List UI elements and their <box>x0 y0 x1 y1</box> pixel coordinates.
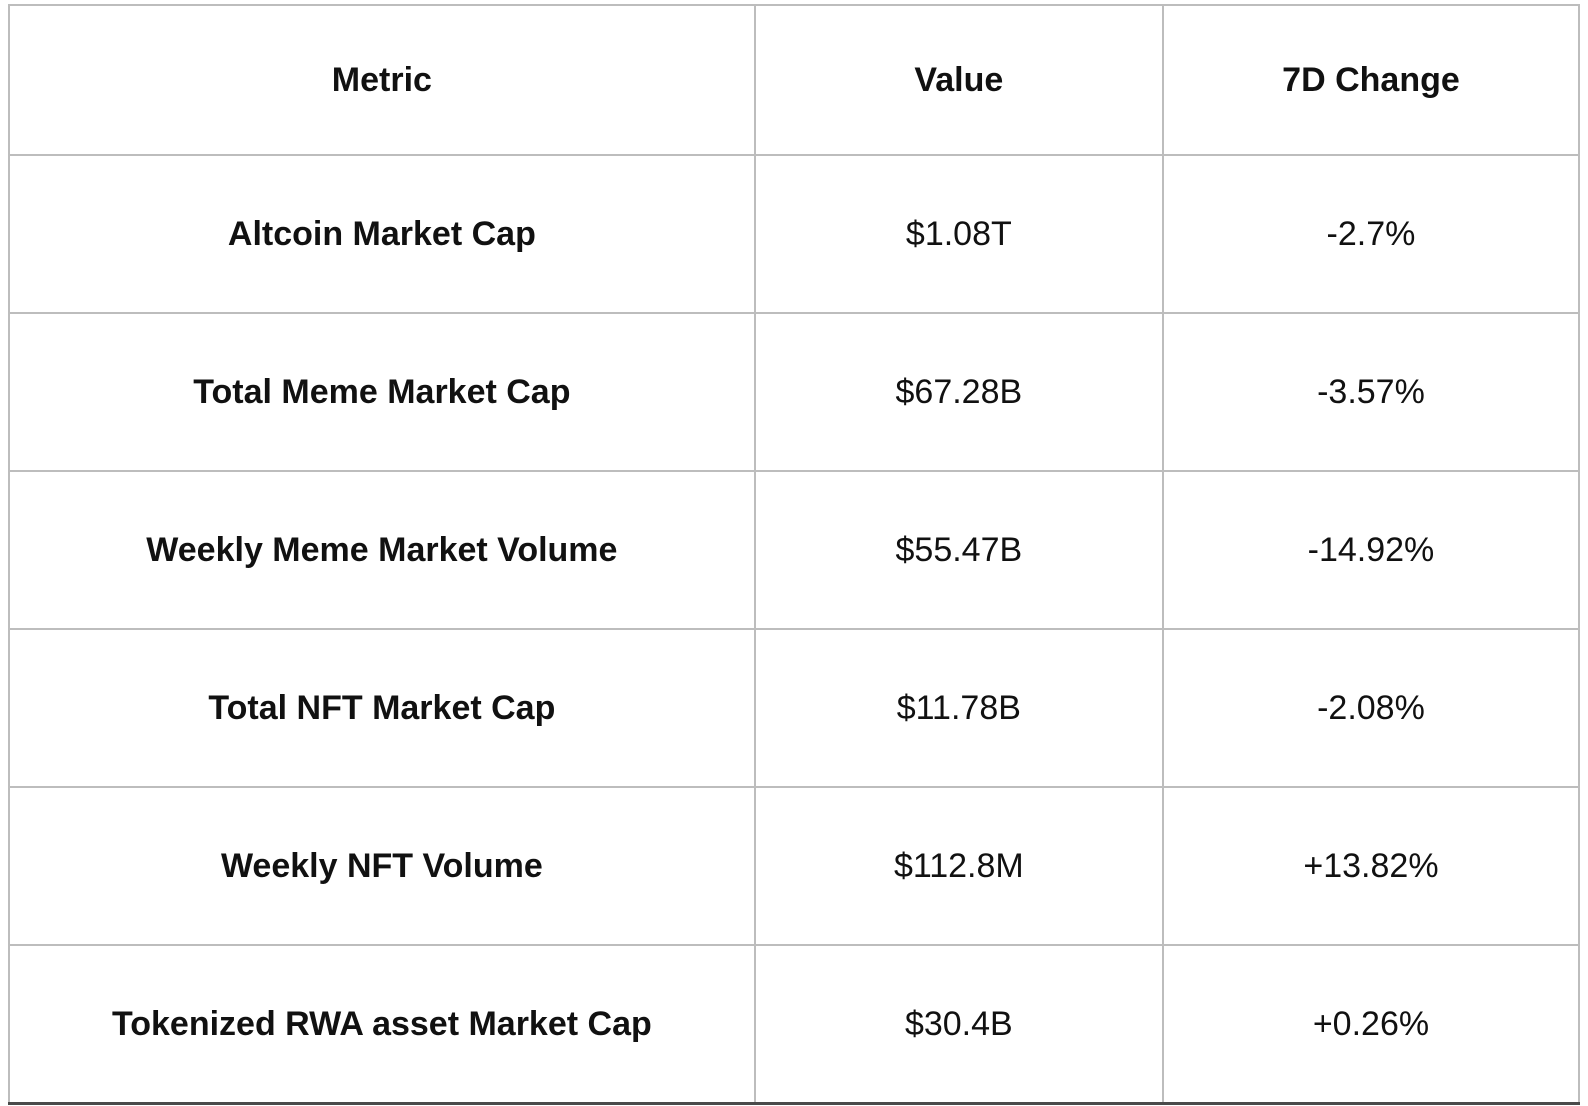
metric-value-cell: $55.47B <box>753 470 1164 630</box>
metric-name-cell: Total Meme Market Cap <box>8 312 756 472</box>
metric-7d-change-cell: +0.26% <box>1161 944 1581 1105</box>
metric-name-cell: Tokenized RWA asset Market Cap <box>8 944 756 1105</box>
table-row: Altcoin Market Cap $1.08T -2.7% <box>8 154 1581 314</box>
metric-name-cell: Altcoin Market Cap <box>8 154 756 314</box>
metric-7d-change-cell: -2.7% <box>1161 154 1581 314</box>
table-row: Total NFT Market Cap $11.78B -2.08% <box>8 628 1581 788</box>
metric-name-cell: Total NFT Market Cap <box>8 628 756 788</box>
table-body: Altcoin Market Cap $1.08T -2.7% Total Meme … <box>8 154 1581 1105</box>
table-row: Weekly NFT Volume $112.8M +13.82% <box>8 786 1581 946</box>
column-header-7d-change: 7D Change <box>1161 4 1581 156</box>
metric-value-cell: $30.4B <box>753 944 1164 1105</box>
table-row: Tokenized RWA asset Market Cap $30.4B +0.2… <box>8 944 1581 1105</box>
header-row: Metric Value 7D Change <box>8 4 1581 156</box>
metric-value-cell: $1.08T <box>753 154 1164 314</box>
metric-name-cell: Weekly Meme Market Volume <box>8 470 756 630</box>
column-header-metric: Metric <box>8 4 756 156</box>
crypto-metrics-table: Metric Value 7D Change Altcoin Market Ca… <box>8 4 1581 1105</box>
metric-7d-change-cell: +13.82% <box>1161 786 1581 946</box>
column-header-value: Value <box>753 4 1164 156</box>
metric-7d-change-cell: -2.08% <box>1161 628 1581 788</box>
metric-7d-change-cell: -3.57% <box>1161 312 1581 472</box>
table-header: Metric Value 7D Change <box>8 4 1581 156</box>
metric-value-cell: $11.78B <box>753 628 1164 788</box>
table-row: Weekly Meme Market Volume $55.47B -14.92% <box>8 470 1581 630</box>
metric-value-cell: $112.8M <box>753 786 1164 946</box>
table-row: Total Meme Market Cap $67.28B -3.57% <box>8 312 1581 472</box>
metric-name-cell: Weekly NFT Volume <box>8 786 756 946</box>
metric-7d-change-cell: -14.92% <box>1161 470 1581 630</box>
metric-value-cell: $67.28B <box>753 312 1164 472</box>
